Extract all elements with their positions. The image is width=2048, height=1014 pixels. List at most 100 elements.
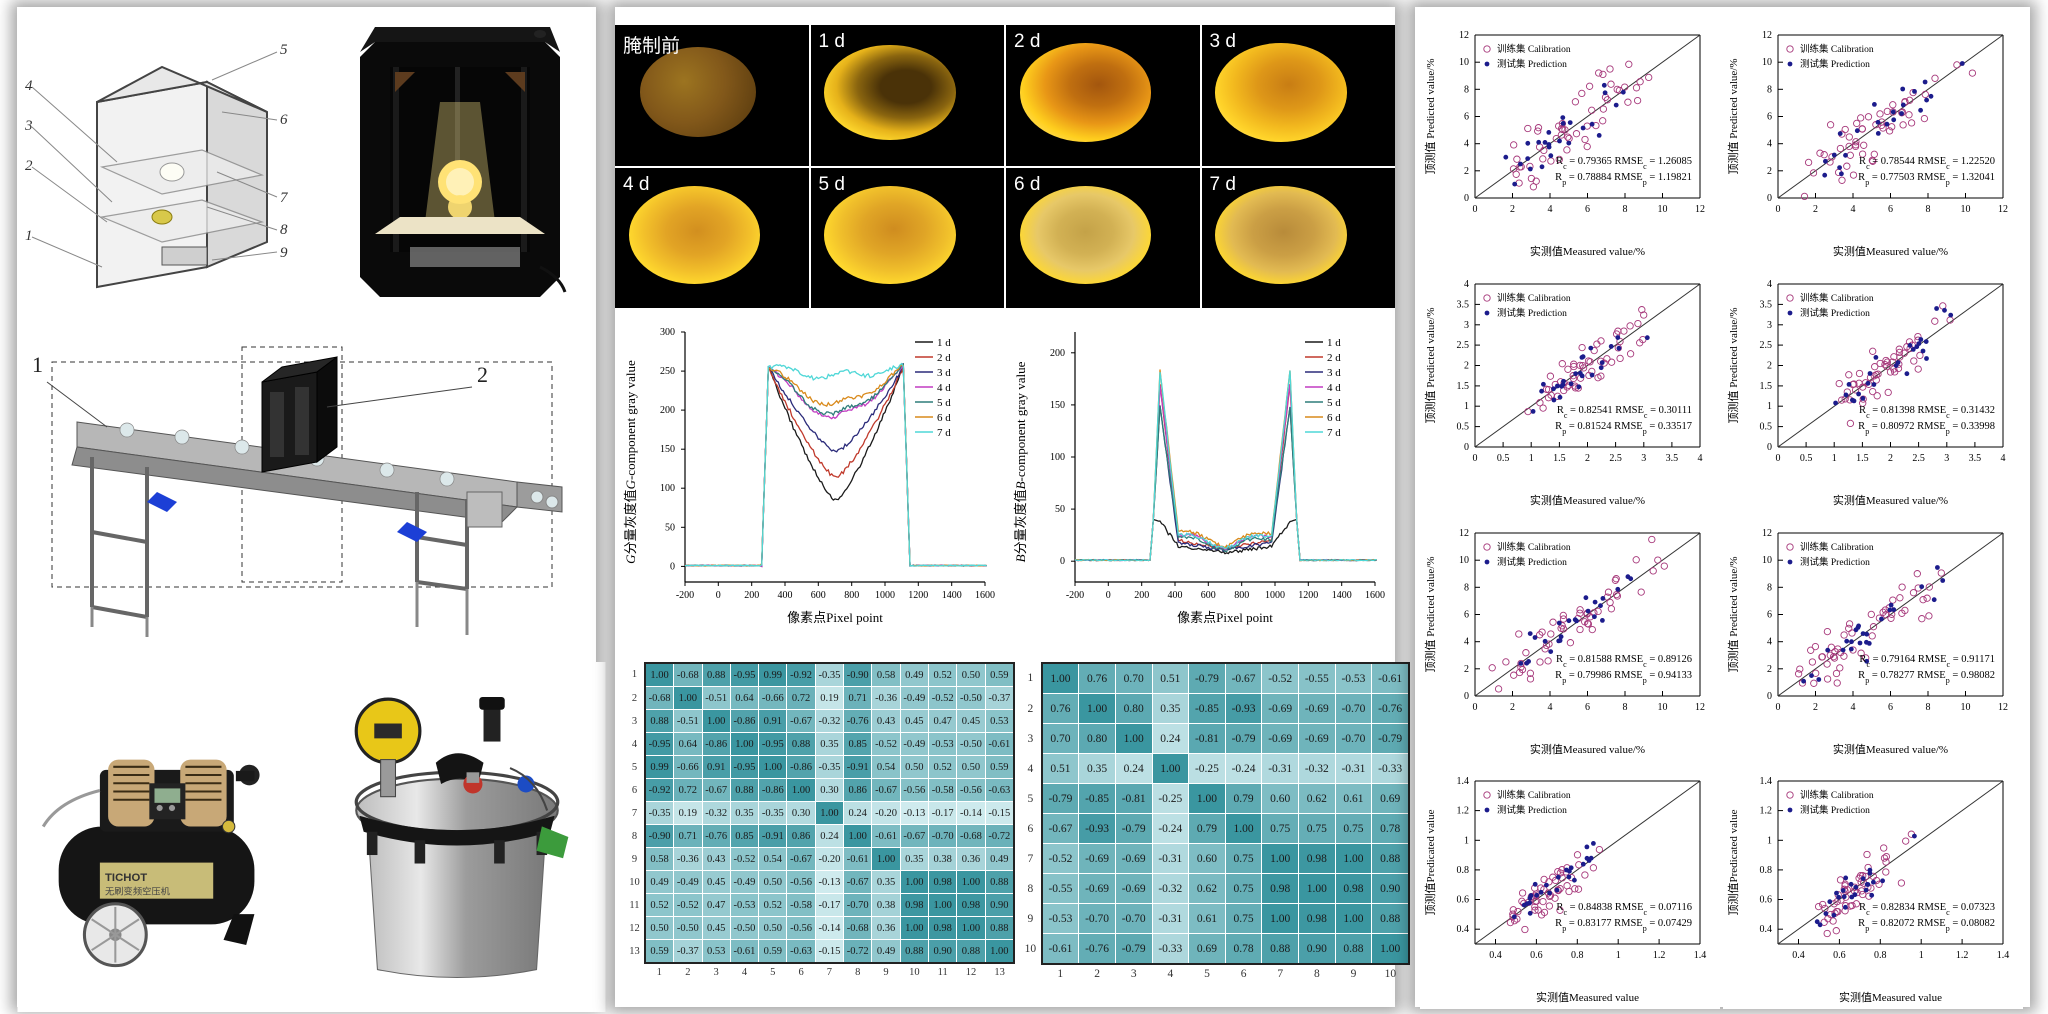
svg-text:200: 200: [1134, 590, 1149, 601]
svg-text:1600: 1600: [1365, 590, 1385, 601]
svg-text:4: 4: [1767, 279, 1772, 290]
svg-text:像素点Pixel point: 像素点Pixel point: [1177, 610, 1273, 625]
svg-text:5: 5: [280, 42, 288, 58]
svg-text:1: 1: [1918, 950, 1923, 961]
svg-text:12: 12: [1998, 702, 2008, 713]
svg-text:B分量灰度值B-component gray value: B分量灰度值B-component gray value: [1013, 361, 1028, 562]
svg-text:2: 2: [1767, 360, 1772, 371]
svg-text:4: 4: [2000, 453, 2005, 464]
svg-text:10: 10: [1960, 204, 1970, 215]
svg-text:训练集 Calibration: 训练集 Calibration: [1497, 43, 1571, 55]
svg-text:400: 400: [778, 590, 793, 601]
svg-text:150: 150: [660, 444, 675, 455]
svg-text:1.5: 1.5: [1856, 453, 1869, 464]
svg-text:0: 0: [1767, 691, 1772, 702]
svg-text:150: 150: [1050, 400, 1065, 411]
svg-text:0.6: 0.6: [1457, 895, 1470, 906]
svg-text:0.4: 0.4: [1792, 950, 1805, 961]
svg-text:2: 2: [1813, 204, 1818, 215]
svg-text:2 d: 2 d: [937, 352, 951, 364]
svg-text:顶测值Predicated value: 顶测值Predicated value: [1424, 810, 1437, 916]
svg-text:0: 0: [1106, 590, 1111, 601]
svg-text:训练集 Calibration: 训练集 Calibration: [1800, 541, 1874, 553]
svg-text:0: 0: [1767, 442, 1772, 453]
svg-text:实测值Measured value/%: 实测值Measured value/%: [1832, 244, 1947, 258]
svg-text:2: 2: [1464, 360, 1469, 371]
svg-text:0.6: 0.6: [1530, 950, 1543, 961]
svg-text:200: 200: [660, 405, 675, 416]
svg-text:0.5: 0.5: [1497, 453, 1510, 464]
svg-text:600: 600: [1201, 590, 1216, 601]
svg-text:0.4: 0.4: [1489, 950, 1502, 961]
svg-text:顶测值 Predicted value/%: 顶测值 Predicted value/%: [1727, 58, 1740, 174]
svg-text:2: 2: [1510, 702, 1515, 713]
svg-text:0: 0: [1473, 453, 1478, 464]
svg-text:2: 2: [477, 362, 488, 387]
svg-text:TICHOT: TICHOT: [105, 872, 147, 884]
svg-text:10: 10: [1762, 555, 1772, 566]
svg-text:2: 2: [1767, 663, 1772, 674]
svg-text:2: 2: [25, 158, 33, 174]
svg-text:3: 3: [1944, 453, 1949, 464]
svg-text:4: 4: [1548, 702, 1553, 713]
svg-text:像素点Pixel point: 像素点Pixel point: [787, 610, 883, 625]
svg-text:2.5: 2.5: [1759, 340, 1772, 351]
svg-text:200: 200: [744, 590, 759, 601]
svg-text:测试集 Prediction: 测试集 Prediction: [1800, 58, 1870, 70]
svg-text:0.4: 0.4: [1759, 924, 1772, 935]
svg-text:4: 4: [1850, 204, 1855, 215]
svg-text:7 d: 7 d: [937, 427, 951, 439]
svg-text:0.8: 0.8: [1571, 950, 1584, 961]
svg-text:2 d: 2 d: [1327, 352, 1341, 364]
svg-text:4: 4: [1464, 636, 1469, 647]
svg-text:1.2: 1.2: [1955, 950, 1968, 961]
svg-text:0: 0: [1060, 556, 1065, 567]
svg-text:测试集 Prediction: 测试集 Prediction: [1800, 556, 1870, 568]
svg-text:顶测值 Predicted value/%: 顶测值 Predicted value/%: [1424, 58, 1437, 174]
svg-text:12: 12: [1762, 528, 1772, 539]
svg-text:6: 6: [1585, 204, 1590, 215]
svg-text:训练集 Calibration: 训练集 Calibration: [1497, 541, 1571, 553]
svg-text:8: 8: [1767, 582, 1772, 593]
svg-text:1.4: 1.4: [1457, 776, 1470, 787]
svg-text:2: 2: [1464, 663, 1469, 674]
svg-text:0: 0: [716, 590, 721, 601]
svg-text:1.5: 1.5: [1457, 381, 1470, 392]
svg-text:顶测值 Predicted value/%: 顶测值 Predicted value/%: [1424, 556, 1437, 672]
svg-text:8: 8: [1925, 702, 1930, 713]
svg-text:顶测值Predicated value: 顶测值Predicated value: [1727, 810, 1740, 916]
svg-text:5 d: 5 d: [937, 397, 951, 409]
svg-text:1400: 1400: [1332, 590, 1352, 601]
svg-text:4: 4: [1767, 636, 1772, 647]
svg-text:7 d: 7 d: [1327, 427, 1341, 439]
svg-text:1.5: 1.5: [1553, 453, 1566, 464]
svg-text:1: 1: [1464, 401, 1469, 412]
svg-text:7: 7: [280, 190, 289, 206]
svg-text:4 d: 4 d: [1327, 382, 1341, 394]
svg-text:顶测值 Predicted value/%: 顶测值 Predicted value/%: [1727, 556, 1740, 672]
svg-text:3.5: 3.5: [1666, 453, 1679, 464]
svg-text:10: 10: [1762, 57, 1772, 68]
svg-text:0.5: 0.5: [1799, 453, 1812, 464]
svg-text:1: 1: [32, 352, 43, 377]
svg-text:0: 0: [1473, 204, 1478, 215]
svg-text:6: 6: [280, 112, 288, 128]
svg-text:G分量灰度值G-component gray value: G分量灰度值G-component gray value: [623, 360, 638, 564]
svg-text:50: 50: [1055, 504, 1065, 515]
svg-text:8: 8: [1464, 84, 1469, 95]
svg-text:2: 2: [1767, 166, 1772, 177]
svg-text:0: 0: [1775, 204, 1780, 215]
svg-text:顶测值 Predicted value/%: 顶测值 Predicted value/%: [1424, 307, 1437, 423]
svg-text:-200: -200: [1066, 590, 1084, 601]
svg-text:训练集 Calibration: 训练集 Calibration: [1800, 292, 1874, 304]
svg-text:0.8: 0.8: [1759, 865, 1772, 876]
svg-text:800: 800: [844, 590, 859, 601]
svg-text:8: 8: [1464, 582, 1469, 593]
svg-text:6: 6: [1888, 702, 1893, 713]
svg-text:0: 0: [1767, 193, 1772, 204]
svg-text:1.4: 1.4: [1996, 950, 2009, 961]
svg-text:4: 4: [1850, 702, 1855, 713]
svg-text:0: 0: [1775, 702, 1780, 713]
svg-text:10: 10: [1658, 204, 1668, 215]
svg-text:1.2: 1.2: [1653, 950, 1666, 961]
